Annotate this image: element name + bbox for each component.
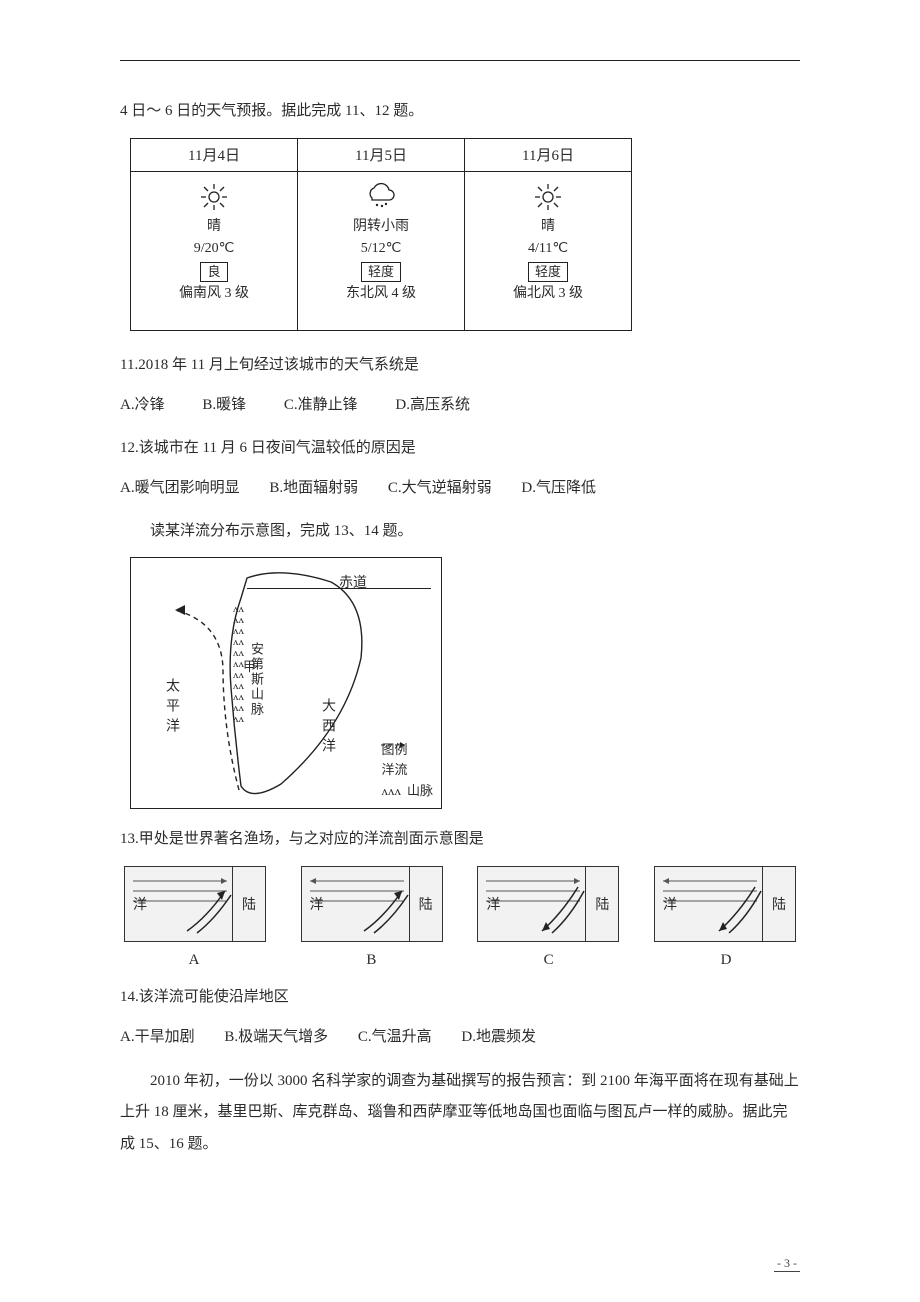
sea-label: 洋 [486, 894, 500, 914]
point-jia: 甲 [243, 656, 256, 675]
weather-desc: 阴转小雨 [298, 216, 464, 238]
choice: D.地震频发 [461, 1023, 536, 1052]
option-label: D [656, 952, 796, 969]
aq-badge: 良 [200, 262, 227, 282]
land-label: 陆 [242, 894, 256, 914]
day-cell: 晴 9/20℃ 良 偏南风 3 级 [131, 171, 298, 330]
choice: A.暖气团影响明显 [120, 474, 240, 503]
choice: C.气温升高 [358, 1023, 432, 1052]
q11-choices: A.冷锋 B.暖锋 C.准静止锋 D.高压系统 [120, 391, 800, 420]
choice: B.极端天气增多 [224, 1023, 328, 1052]
intro-1: 4 日～ 6 日的天气预报。据此完成 11、12 题。 [120, 97, 800, 126]
weather-wind: 偏南风 3 级 [131, 283, 297, 305]
legend-row: 洋流 [381, 760, 433, 781]
profile-box: 洋 陆 [124, 866, 266, 942]
pacific-label: 太平洋 [161, 678, 181, 738]
top-rule [120, 60, 800, 61]
intro-2: 读某洋流分布示意图，完成 13、14 题。 [120, 517, 800, 546]
q14-choices: A.干旱加剧 B.极端天气增多 C.气温升高 D.地震频发 [120, 1023, 800, 1052]
weather-temp: 5/12℃ [298, 238, 464, 260]
map-figure: 赤道 ᴧᴧ ᴧᴧ ᴧᴧ ᴧᴧ ᴧᴧ ᴧᴧ ᴧᴧ ᴧᴧ ᴧᴧ ᴧᴧ ᴧᴧ 安第斯山… [130, 557, 442, 809]
sun-icon [131, 180, 297, 214]
aq-badge: 轻度 [361, 262, 401, 282]
choice: B.暖锋 [202, 391, 246, 420]
page-number: - 3 - [774, 1256, 800, 1272]
weather-temp: 9/20℃ [131, 238, 297, 260]
profile-labels: A B C D [124, 952, 796, 969]
weather-desc: 晴 [465, 216, 631, 238]
aq-badge: 轻度 [528, 262, 568, 282]
map-legend: 图例 洋流 ᴧᴧᴧ 山脉 [381, 740, 433, 802]
sea-label: 洋 [663, 894, 677, 914]
q12-stem: 12.该城市在 11 月 6 日夜间气温较低的原因是 [120, 434, 800, 463]
profile-box: 洋 陆 [301, 866, 443, 942]
choice: B.地面辐射弱 [269, 474, 358, 503]
land-label: 陆 [772, 894, 786, 914]
profile-options: 洋 陆 洋 陆 洋 陆 [124, 866, 796, 942]
land-label: 陆 [419, 894, 433, 914]
q13-stem: 13.甲处是世界著名渔场，与之对应的洋流剖面示意图是 [120, 825, 800, 854]
profile-box: 洋 陆 [477, 866, 619, 942]
col-header: 11月6日 [465, 138, 632, 171]
andes-label: 安第斯山脉 [247, 642, 266, 717]
sea-label: 洋 [310, 894, 324, 914]
q11-stem: 11.2018 年 11 月上旬经过该城市的天气系统是 [120, 351, 800, 380]
col-header: 11月5日 [298, 138, 465, 171]
table-row: 11月4日 11月5日 11月6日 [131, 138, 632, 171]
q14-stem: 14.该洋流可能使沿岸地区 [120, 983, 800, 1012]
weather-table: 11月4日 11月5日 11月6日 晴 [130, 138, 632, 331]
choice: A.冷锋 [120, 391, 165, 420]
rain-icon [298, 180, 464, 214]
legend-mountain: 山脉 [407, 781, 433, 802]
choice: D.气压降低 [521, 474, 596, 503]
legend-row: ᴧᴧᴧ 山脉 [381, 781, 433, 802]
option-label: B [301, 952, 441, 969]
q12-choices: A.暖气团影响明显 B.地面辐射弱 C.大气逆辐射弱 D.气压降低 [120, 474, 800, 503]
legend-current: 洋流 [381, 760, 407, 781]
choice: C.准静止锋 [284, 391, 358, 420]
table-row: 晴 9/20℃ 良 偏南风 3 级 阴转小雨 5/12℃ 轻度 东北风 4 [131, 171, 632, 330]
sun-icon [465, 180, 631, 214]
weather-desc: 晴 [131, 216, 297, 238]
col-header: 11月4日 [131, 138, 298, 171]
weather-temp: 4/11℃ [465, 238, 631, 260]
para-15: 2010 年初，一份以 3000 名科学家的调查为基础撰写的报告预言：到 210… [120, 1066, 800, 1161]
page: 4 日～ 6 日的天气预报。据此完成 11、12 题。 11月4日 11月5日 … [0, 0, 920, 1302]
mountain-icon: ᴧᴧᴧ [381, 781, 401, 802]
option-label: A [124, 952, 264, 969]
profile-box: 洋 陆 [654, 866, 796, 942]
weather-wind: 东北风 4 级 [298, 283, 464, 305]
day-cell: 阴转小雨 5/12℃ 轻度 东北风 4 级 [298, 171, 465, 330]
option-label: C [479, 952, 619, 969]
choice: C.大气逆辐射弱 [388, 474, 492, 503]
weather-wind: 偏北风 3 级 [465, 283, 631, 305]
land-label: 陆 [595, 894, 609, 914]
choice: A.干旱加剧 [120, 1023, 195, 1052]
sea-label: 洋 [133, 894, 147, 914]
choice: D.高压系统 [395, 391, 470, 420]
day-cell: 晴 4/11℃ 轻度 偏北风 3 级 [465, 171, 632, 330]
atlantic-label: 大西洋 [317, 698, 337, 758]
